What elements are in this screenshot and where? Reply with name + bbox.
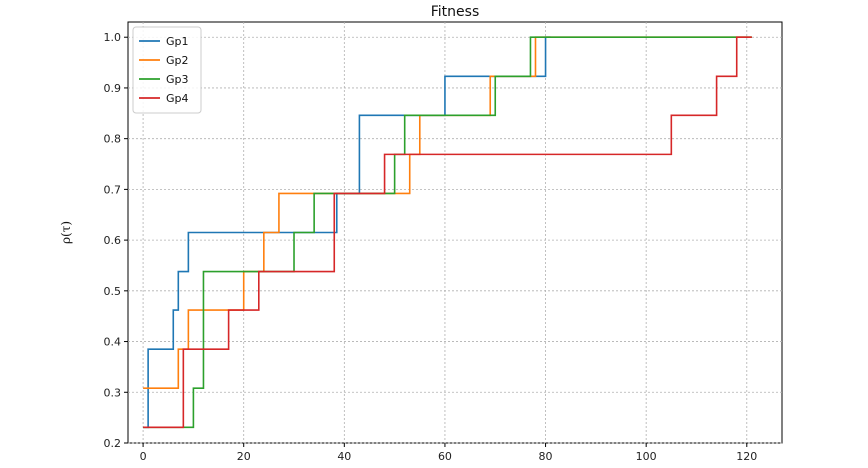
legend: Gp1 Gp2 Gp3 Gp4: [132, 26, 202, 114]
legend-box: [132, 26, 202, 114]
chart-title: Fitness: [431, 4, 480, 20]
x-tick-label: 0: [140, 450, 147, 463]
x-tick-label: 20: [237, 450, 251, 463]
y-tick-label: 1.0: [104, 31, 122, 44]
x-tick-label: 100: [636, 450, 657, 463]
y-tick-label: 0.8: [104, 133, 122, 146]
x-tick-label: 80: [539, 450, 553, 463]
legend-label-gp2: Gp2: [166, 54, 189, 67]
y-tick-label: 0.5: [104, 285, 122, 298]
y-tick-label: 0.6: [104, 234, 122, 247]
y-tick-label: 0.2: [104, 437, 122, 450]
y-tick-label: 0.4: [104, 336, 122, 349]
y-tick-label: 0.3: [104, 386, 122, 399]
legend-label-gp3: Gp3: [166, 73, 189, 86]
legend-label-gp4: Gp4: [166, 92, 189, 105]
y-axis-label: ρ(τ): [59, 221, 73, 244]
series-line-gp2: [143, 36, 752, 390]
x-tick-label: 120: [736, 450, 757, 463]
x-tick-label: 60: [438, 450, 452, 463]
series-lines: [143, 36, 752, 429]
x-tick-label: 40: [337, 450, 351, 463]
y-tick-label: 0.9: [104, 82, 122, 95]
axes: 0 20 40 60 80 100 120 0.2 0.3 0.4 0.5 0.6 0.7 0.8 0.9 1…: [104, 31, 758, 463]
series-line-gp4: [143, 36, 752, 429]
legend-label-gp1: Gp1: [166, 35, 189, 48]
y-tick-label: 0.7: [104, 183, 122, 196]
